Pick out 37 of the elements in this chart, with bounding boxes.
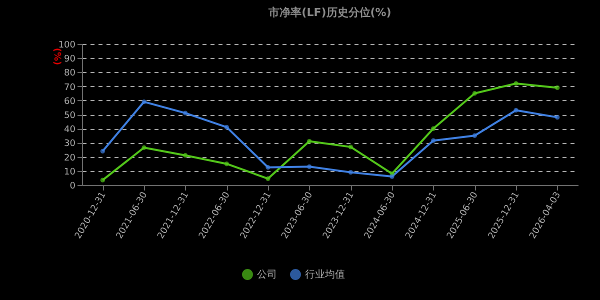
y-tick-label: 70 [64, 82, 76, 93]
point [306, 164, 312, 170]
y-axis-title: (%) [52, 48, 62, 66]
point [224, 162, 230, 166]
point [266, 165, 270, 170]
point [472, 133, 478, 138]
y-tick-label: 30 [64, 139, 76, 150]
point [100, 148, 106, 154]
point [100, 178, 106, 182]
y-tick-label: 80 [64, 68, 76, 79]
point [142, 145, 146, 150]
y-tick-label: 50 [64, 111, 76, 121]
point [182, 110, 188, 116]
y-tick-label: 60 [64, 96, 76, 107]
point [224, 124, 230, 130]
point [514, 81, 518, 86]
point [348, 170, 354, 175]
point [472, 91, 478, 96]
point [554, 85, 560, 90]
y-tick-label: 20 [64, 153, 76, 164]
legend-label: 行业均值 [305, 268, 345, 281]
point [142, 99, 146, 104]
point [514, 108, 518, 113]
point [554, 114, 560, 120]
point [306, 138, 312, 144]
point [430, 126, 436, 131]
y-tick-label: 90 [64, 54, 76, 65]
point [390, 174, 394, 179]
chart-title: 市净率(LF)历史分位(%) [268, 6, 392, 19]
legend-label: 公司 [257, 268, 277, 281]
point [182, 153, 188, 158]
y-tick-label: 10 [64, 167, 76, 178]
y-tick-label: 0 [70, 182, 76, 192]
y-tick-label: 40 [64, 125, 76, 136]
point [430, 138, 436, 143]
point [348, 144, 354, 150]
point [266, 176, 270, 181]
